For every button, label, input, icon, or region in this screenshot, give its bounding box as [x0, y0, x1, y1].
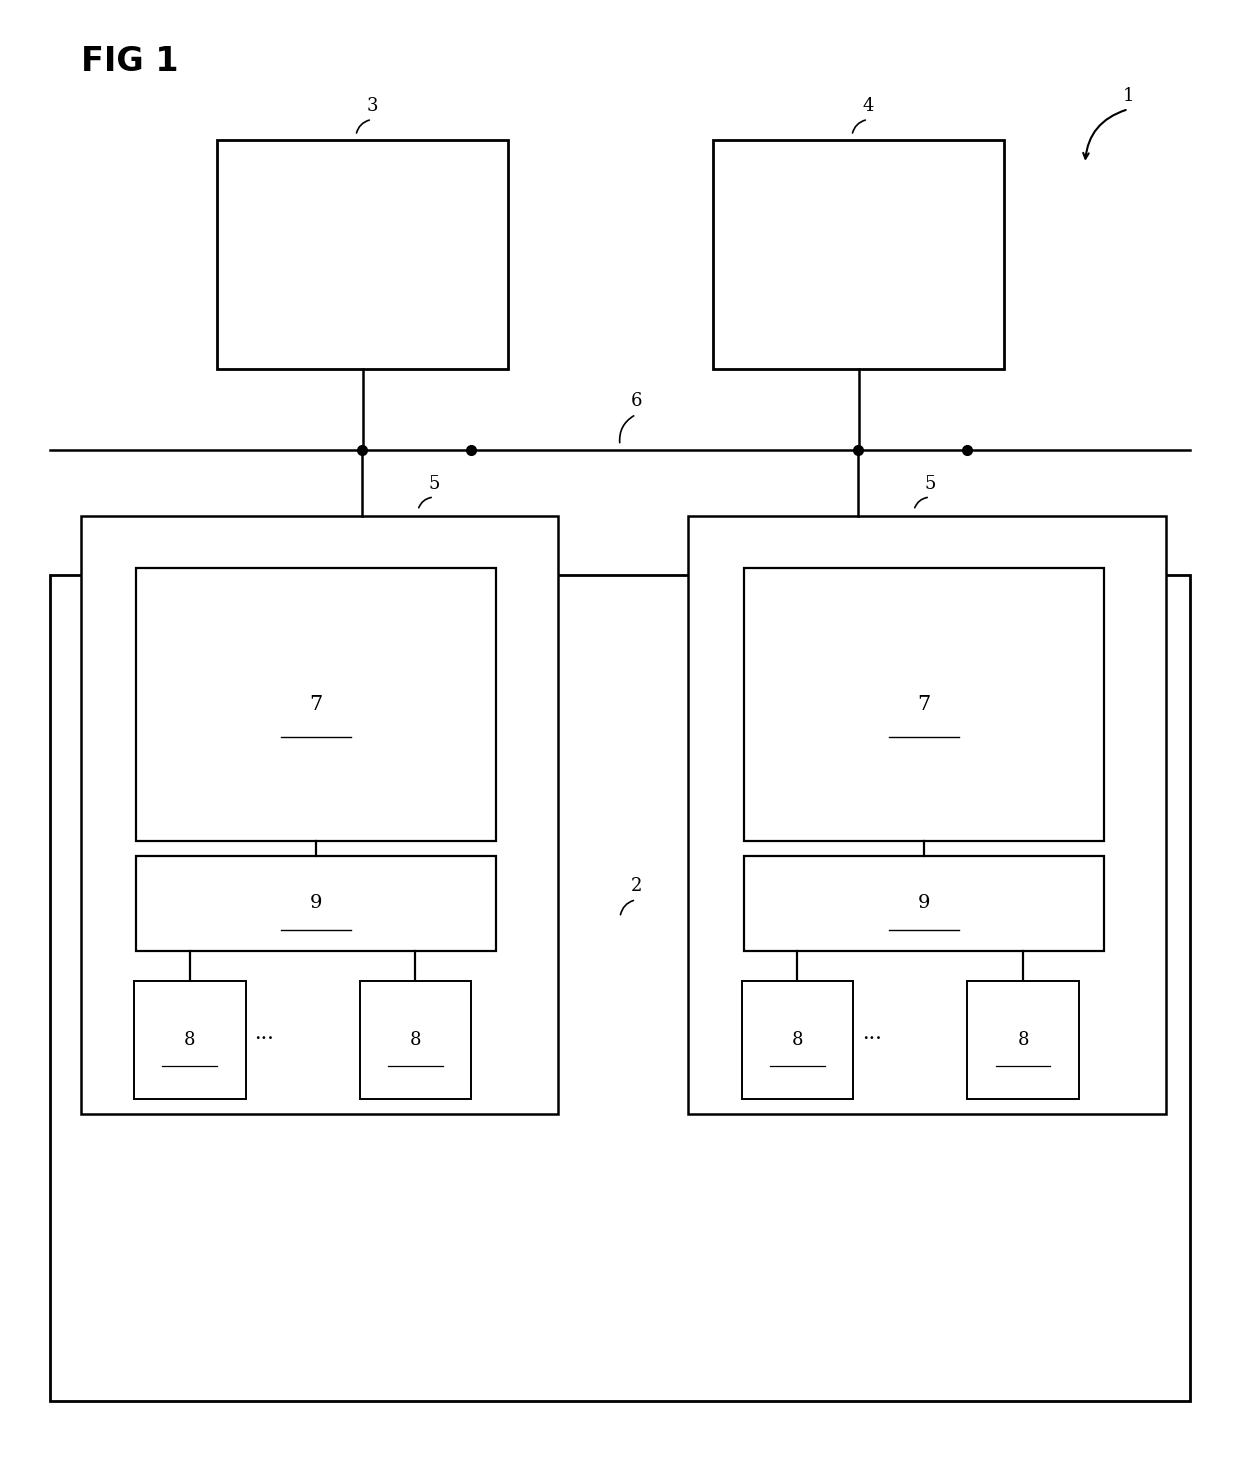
Bar: [713, 140, 1004, 369]
Bar: [967, 981, 1079, 1099]
Text: 8: 8: [1017, 1031, 1029, 1049]
Text: 8: 8: [791, 1031, 804, 1049]
Text: 5: 5: [428, 475, 440, 493]
Text: 7: 7: [918, 695, 930, 714]
Text: 8: 8: [184, 1031, 196, 1049]
Bar: [50, 575, 1190, 1401]
Text: 2: 2: [630, 878, 642, 895]
Text: 4: 4: [862, 97, 874, 115]
Text: 6: 6: [630, 392, 642, 410]
Text: ···: ···: [254, 1031, 274, 1049]
Bar: [136, 855, 496, 951]
Bar: [688, 516, 1166, 1114]
Bar: [217, 140, 508, 369]
Bar: [744, 855, 1104, 951]
Bar: [360, 981, 471, 1099]
Text: ···: ···: [862, 1031, 882, 1049]
Text: 8: 8: [409, 1031, 422, 1049]
Bar: [136, 568, 496, 841]
Text: 9: 9: [918, 894, 930, 913]
Text: 1: 1: [1122, 87, 1135, 105]
Bar: [134, 981, 246, 1099]
Text: 7: 7: [310, 695, 322, 714]
Text: 9: 9: [310, 894, 322, 913]
Text: 3: 3: [366, 97, 378, 115]
Text: 5: 5: [924, 475, 936, 493]
Bar: [744, 568, 1104, 841]
Bar: [742, 981, 853, 1099]
Bar: [81, 516, 558, 1114]
Text: FIG 1: FIG 1: [81, 46, 179, 78]
